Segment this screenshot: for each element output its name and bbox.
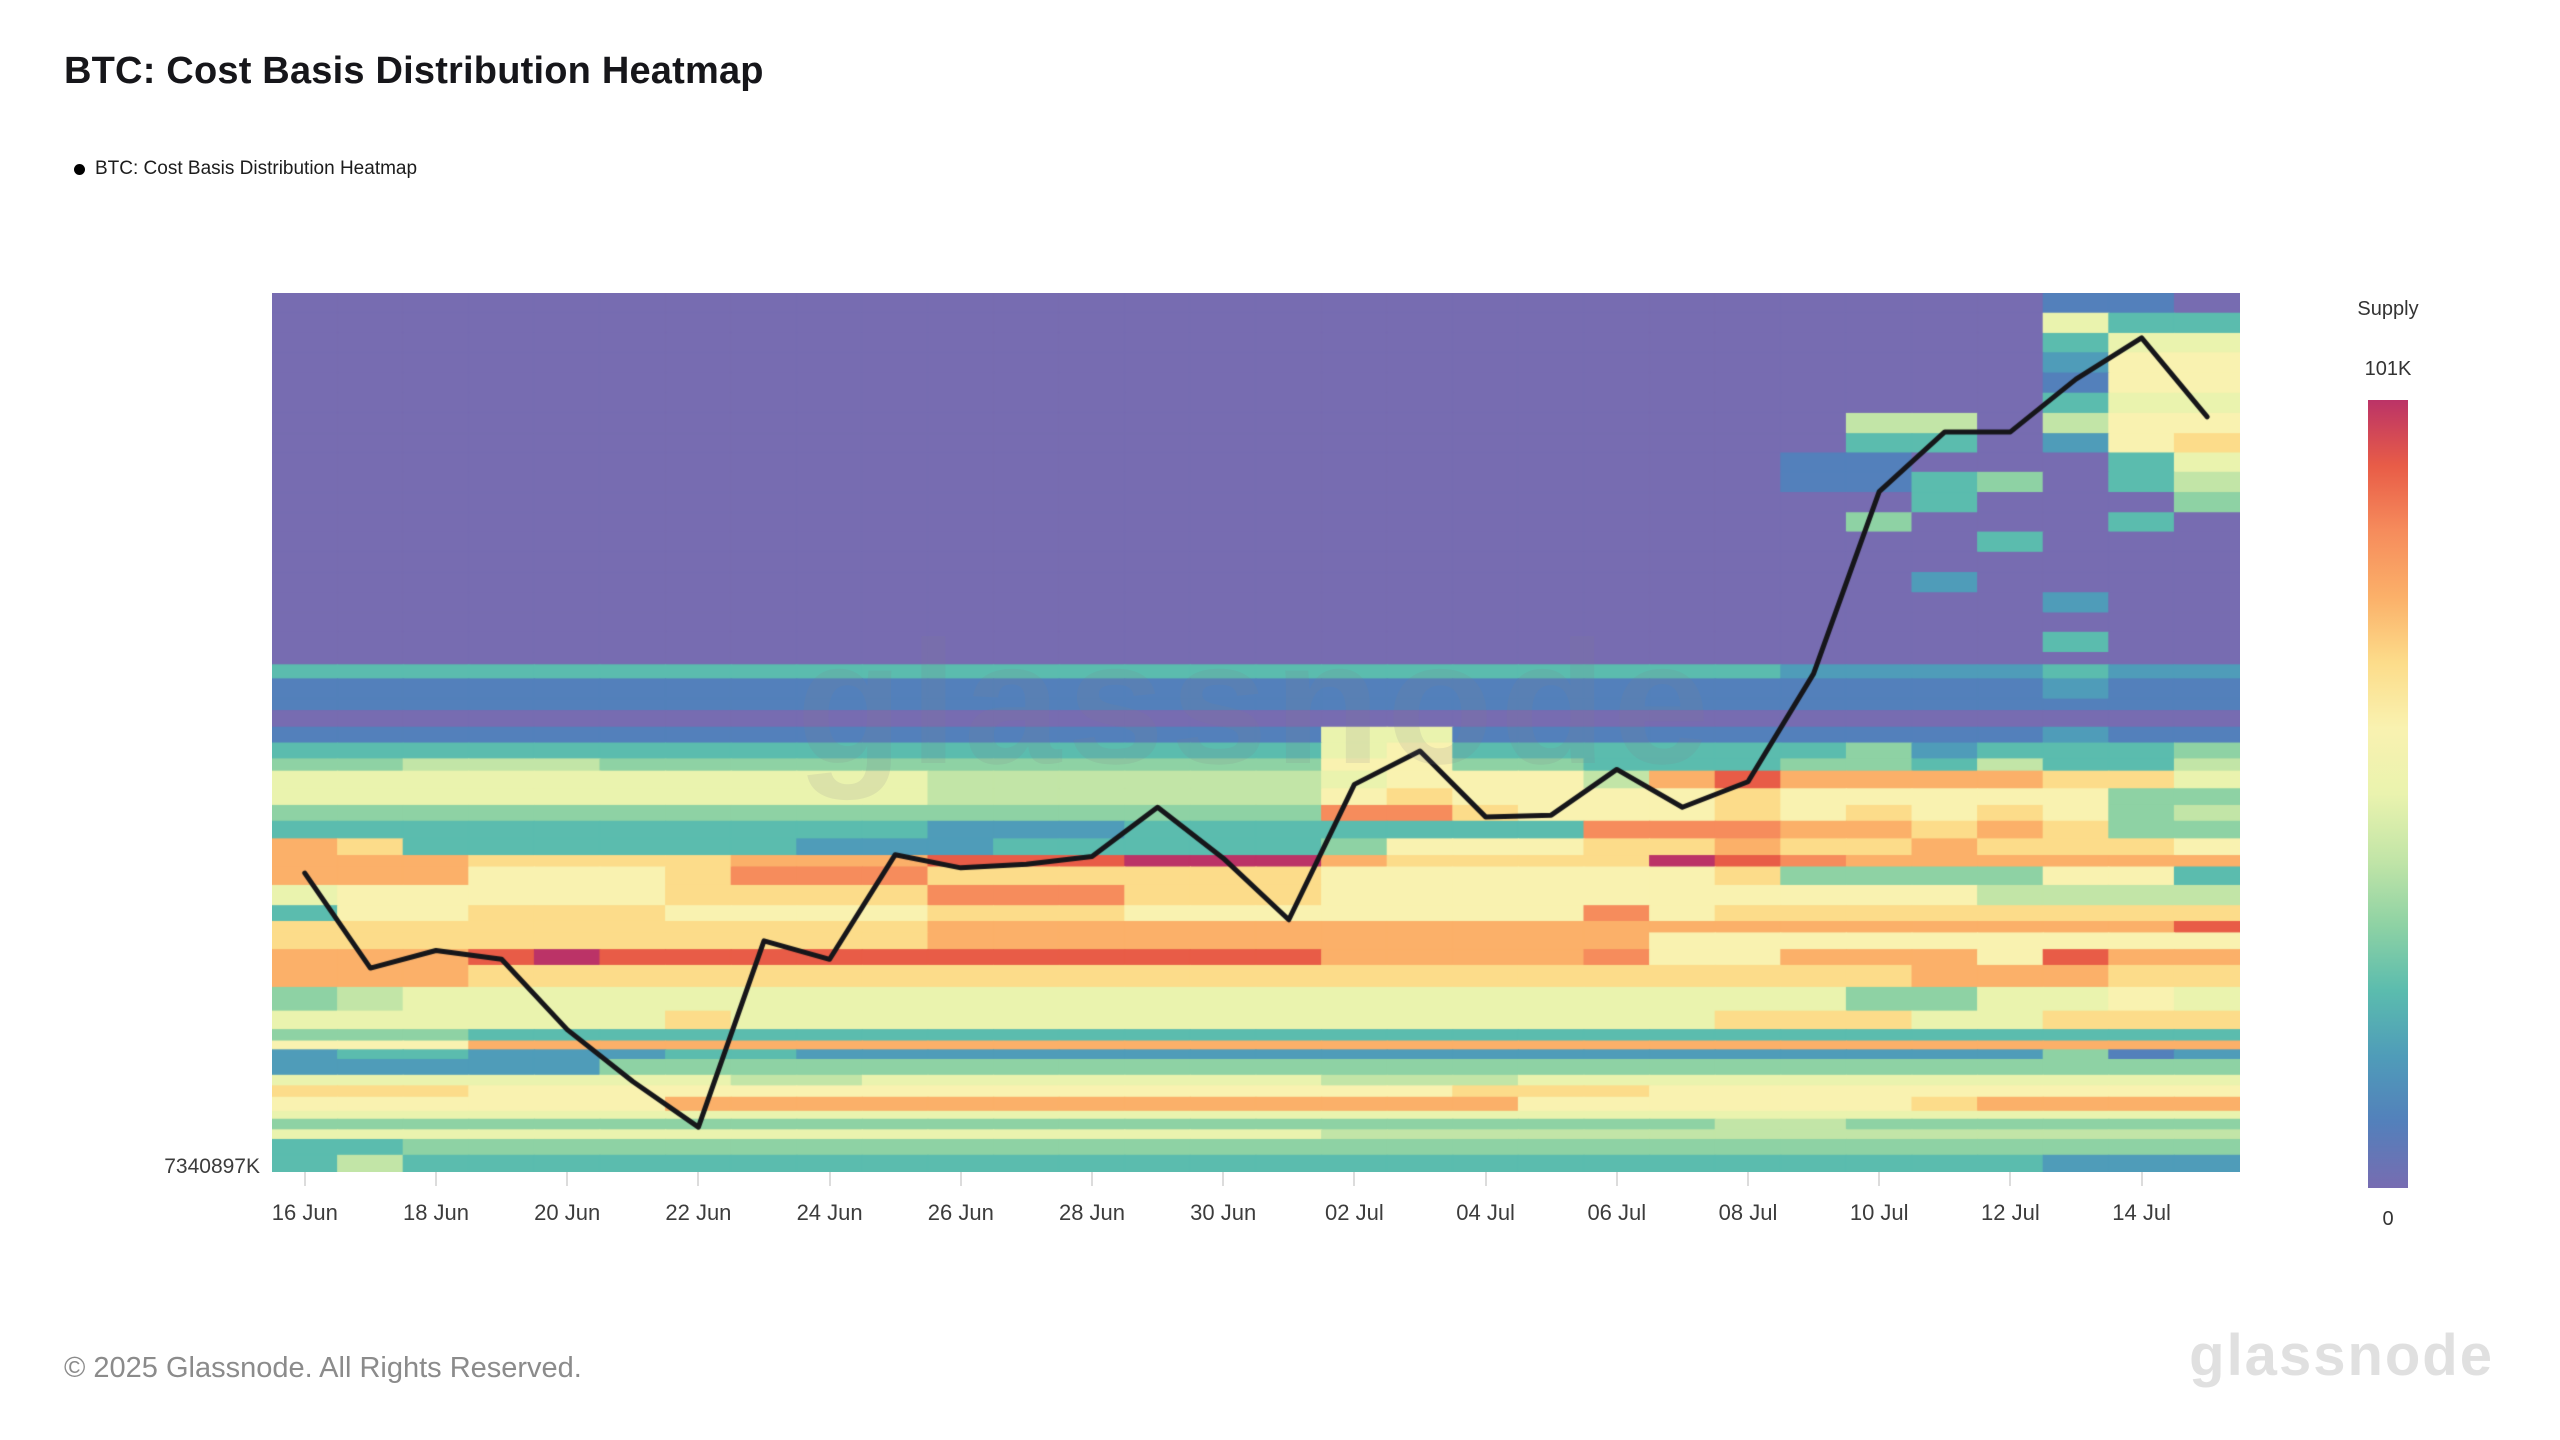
y-axis-bottom-label: 7340897K: [164, 1155, 260, 1178]
heatmap-canvas[interactable]: [272, 293, 2240, 1172]
x-tick-label: 02 Jul: [1325, 1200, 1384, 1225]
x-tick-mark: [2140, 1172, 2143, 1186]
x-tick-mark: [2009, 1172, 2012, 1186]
x-tick-label: 18 Jun: [402, 1200, 470, 1225]
x-tick-mark: [1747, 1172, 1749, 1186]
x-tick-mark: [1353, 1172, 1356, 1186]
x-tick-label: 20 Jun: [534, 1200, 601, 1225]
x-tick-mark: [697, 1172, 700, 1186]
x-tick-mark: [1091, 1172, 1093, 1186]
footer-logo: glassnode: [2189, 1323, 2494, 1388]
x-tick-mark: [1615, 1172, 1618, 1186]
x-tick-mark: [828, 1172, 831, 1186]
colorbar-gradient: [2368, 400, 2408, 1188]
x-tick-label: 10 Jul: [1849, 1200, 1909, 1225]
x-tick-label: 12 Jul: [1981, 1200, 2040, 1225]
x-tick-label: 04 Jul: [1456, 1200, 1515, 1225]
x-tick-mark: [1878, 1172, 1881, 1186]
heatmap-plot[interactable]: glassnode: [272, 293, 2240, 1172]
footer-copyright: © 2025 Glassnode. All Rights Reserved.: [64, 1352, 582, 1384]
x-tick-mark: [303, 1172, 306, 1186]
x-tick-label: 06 Jul: [1587, 1200, 1647, 1225]
colorbar-title: Supply: [2357, 298, 2419, 320]
x-tick-mark: [566, 1172, 569, 1186]
colorbar-min-label: 0: [2382, 1208, 2394, 1230]
legend-marker-icon: [74, 163, 85, 175]
x-tick-label: 26 Jun: [927, 1200, 994, 1225]
x-tick-label: 30 Jun: [1190, 1200, 1257, 1225]
page-title: BTC: Cost Basis Distribution Heatmap: [64, 50, 764, 92]
x-tick-mark: [959, 1172, 962, 1186]
x-tick-mark: [435, 1172, 437, 1186]
legend-label: BTC: Cost Basis Distribution Heatmap: [95, 158, 418, 179]
x-tick-label: 16 Jun: [271, 1200, 338, 1225]
x-tick-label: 08 Jul: [1718, 1200, 1778, 1225]
x-tick-label: 28 Jun: [1058, 1200, 1126, 1225]
x-tick-label: 24 Jun: [796, 1200, 863, 1225]
legend-item[interactable]: BTC: Cost Basis Distribution Heatmap: [74, 158, 417, 180]
x-tick-label: 14 Jul: [2112, 1200, 2171, 1225]
x-tick-label: 22 Jun: [665, 1200, 732, 1225]
x-tick-mark: [1484, 1172, 1487, 1186]
colorbar-max-label: 101K: [2364, 358, 2412, 380]
x-tick-mark: [1222, 1172, 1225, 1186]
